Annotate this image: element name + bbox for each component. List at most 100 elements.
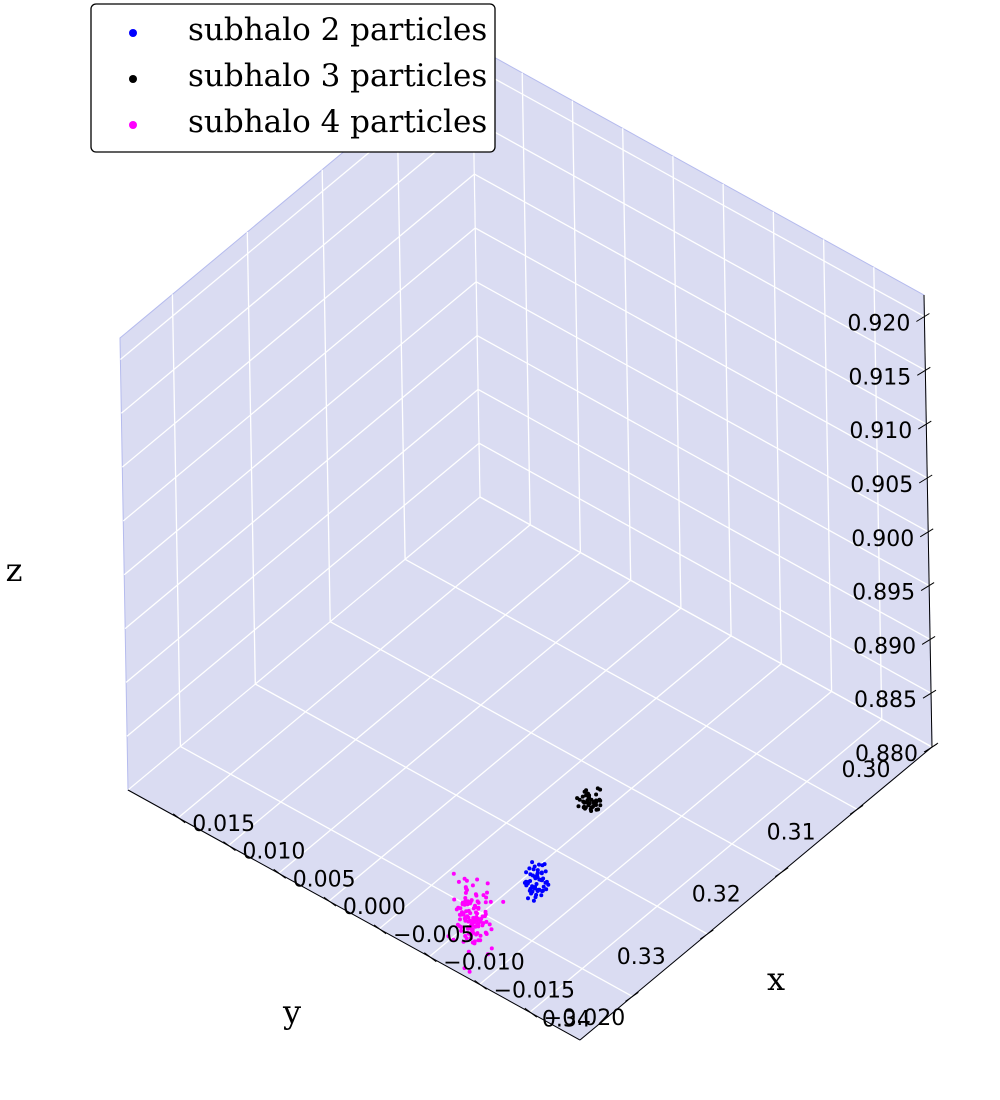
point-subhalo-2-53 [537, 877, 542, 882]
z-tick-label-5: 0.905 [850, 473, 913, 498]
point-subhalo-4-90 [485, 881, 490, 886]
grid-wall-right-z-4 [475, 281, 929, 533]
point-subhalo-2-42 [530, 873, 535, 878]
y-tick-mark-3 [700, 929, 714, 940]
grid-floor-x-6 [227, 552, 581, 847]
point-subhalo-4-29 [456, 879, 461, 884]
legend-marker-subhalo-3 [129, 75, 137, 83]
legend-marker-subhalo-4 [129, 121, 137, 129]
point-subhalo-4-112 [472, 941, 477, 946]
point-subhalo-4-46 [487, 922, 492, 927]
z-tick-mark-1 [922, 689, 937, 699]
grid-lines [119, 44, 933, 1013]
legend-marker-subhalo-2 [129, 29, 137, 37]
y-axis-label: y [282, 993, 301, 1031]
z-tick-label-2: 0.890 [853, 634, 916, 659]
point-subhalo-2-36 [537, 862, 541, 867]
point-subhalo-4-115 [452, 897, 457, 902]
point-subhalo-4-74 [451, 937, 456, 942]
y-axis-line [579, 746, 933, 1041]
z-tick-label-0: 0.880 [855, 742, 918, 767]
point-subhalo-4-125 [458, 906, 463, 911]
grid-floor-y-3 [254, 683, 708, 935]
scatter-points [446, 786, 603, 974]
point-subhalo-2-26 [530, 860, 535, 865]
x-tick-label-4: 0.000 [343, 895, 406, 920]
grid-wall-right-z-8 [472, 65, 925, 318]
point-subhalo-3-34 [583, 806, 587, 811]
grid-floor-x-5 [278, 579, 632, 874]
point-subhalo-4-82 [469, 933, 474, 938]
grid-wall-right-z-1 [478, 442, 932, 694]
point-subhalo-4-85 [476, 938, 481, 943]
z-tick-mark-3 [920, 582, 935, 592]
grid-wall-left-z-5 [122, 227, 476, 522]
point-subhalo-3-20 [576, 804, 581, 809]
point-subhalo-2-24 [544, 879, 549, 884]
point-subhalo-2-27 [528, 879, 533, 883]
x-tick-label-2: −0.010 [443, 951, 524, 976]
point-subhalo-4-110 [455, 922, 460, 927]
grid-wall-right-z-7 [472, 119, 926, 371]
grid-wall-left-z-1 [126, 442, 480, 737]
point-subhalo-2-54 [533, 885, 538, 889]
point-subhalo-4-96 [476, 900, 481, 905]
point-subhalo-4-111 [484, 895, 489, 900]
point-subhalo-4-60 [483, 900, 488, 905]
point-subhalo-4-124 [457, 912, 462, 917]
x-tick-label-7: 0.015 [192, 812, 255, 837]
axis-panes [119, 43, 933, 1041]
point-subhalo-4-26 [488, 899, 493, 904]
point-subhalo-4-14 [458, 917, 462, 922]
point-subhalo-3-36 [577, 797, 582, 802]
z-tick-mark-8 [916, 313, 930, 322]
point-subhalo-4-47 [466, 949, 471, 954]
point-subhalo-4-67 [484, 919, 489, 924]
y-tick-label-2: 0.32 [692, 883, 741, 908]
grid-floor-y-2 [329, 621, 783, 873]
grid-wall-right-z-6 [473, 173, 927, 425]
point-subhalo-2-23 [541, 884, 546, 889]
point-subhalo-4-127 [470, 919, 475, 924]
grid-wall-right-z-0 [479, 496, 933, 748]
y-tick-mark-1 [849, 804, 864, 815]
point-subhalo-4-6 [489, 946, 494, 951]
point-subhalo-2-44 [544, 887, 549, 892]
point-subhalo-3-38 [587, 795, 591, 800]
point-subhalo-2-49 [529, 891, 534, 896]
point-subhalo-3-44 [585, 798, 590, 803]
grid-wall-left-z-7 [120, 119, 474, 414]
point-subhalo-2-31 [539, 871, 544, 876]
legend-box [90, 3, 496, 153]
point-subhalo-3-32 [589, 809, 594, 813]
point-subhalo-4-105 [470, 883, 475, 888]
z-tick-label-8: 0.920 [847, 312, 910, 337]
point-subhalo-4-22 [463, 934, 468, 938]
point-subhalo-3-22 [598, 803, 603, 808]
point-subhalo-2-11 [535, 870, 540, 875]
point-subhalo-2-48 [528, 886, 533, 891]
y-tick-mark-4 [625, 991, 639, 1002]
x-tick-label-5: 0.005 [293, 867, 356, 892]
point-subhalo-2-17 [524, 870, 529, 875]
x-axis-label: x [767, 960, 785, 998]
point-subhalo-4-122 [463, 896, 468, 900]
z-tick-label-6: 0.910 [849, 419, 912, 444]
point-subhalo-4-55 [474, 893, 479, 898]
z-axis-label: z [6, 551, 23, 589]
point-subhalo-4-33 [464, 878, 469, 883]
legend-label-subhalo-4: subhalo 4 particles [188, 104, 487, 140]
point-subhalo-3-8 [580, 794, 585, 799]
point-subhalo-3-33 [594, 792, 599, 797]
x-tick-mark-5 [273, 868, 287, 879]
point-subhalo-2-13 [531, 898, 536, 903]
point-subhalo-4-16 [467, 969, 472, 974]
x-tick-mark-6 [223, 841, 236, 851]
grid-wall-right-z-5 [474, 227, 928, 479]
y-tick-mark-2 [774, 867, 789, 878]
point-subhalo-2-50 [537, 887, 542, 892]
point-subhalo-4-100 [463, 918, 468, 923]
x-tick-label-0: −0.020 [544, 1006, 625, 1031]
